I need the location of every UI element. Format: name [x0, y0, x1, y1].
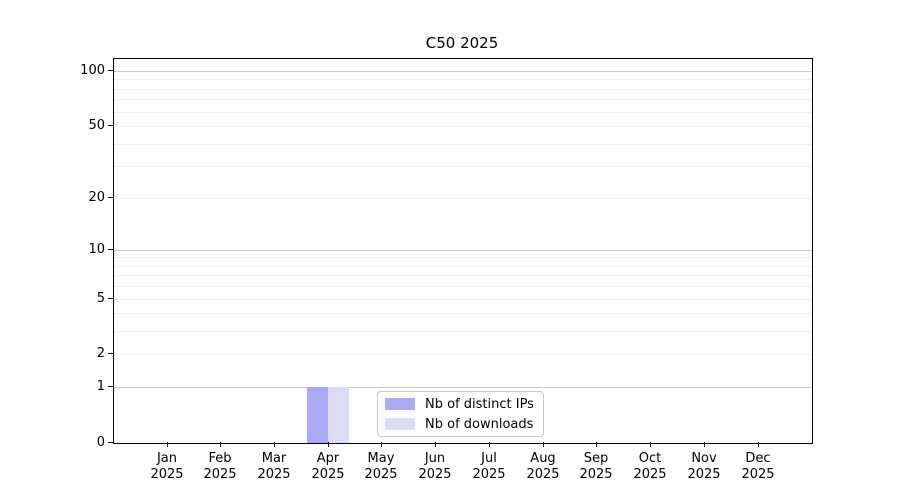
- x-tick-label-oct: Oct 2025: [610, 451, 690, 483]
- x-tick-month: Sep: [583, 451, 609, 466]
- gridline-major: [114, 70, 812, 72]
- gridline-major: [114, 387, 812, 389]
- y-tick-mark: [108, 353, 113, 354]
- gridline-minor: [114, 166, 812, 168]
- x-tick-mark: [435, 442, 436, 447]
- x-tick-month: Aug: [530, 451, 556, 466]
- legend-label-distinct-ips: Nb of distinct IPs: [425, 396, 534, 412]
- gridline-minor: [114, 286, 812, 288]
- x-tick-month: Jun: [424, 451, 446, 466]
- y-tick-label: 1: [96, 379, 105, 394]
- legend-item-downloads: Nb of downloads: [385, 417, 535, 432]
- legend-swatch-downloads-icon: [385, 418, 415, 430]
- x-tick-year: 2025: [418, 467, 452, 482]
- x-tick-month: May: [367, 451, 395, 466]
- x-tick-mark: [543, 442, 544, 447]
- y-tick-mark: [108, 442, 113, 443]
- gridline-major: [114, 249, 812, 251]
- chart-title: C50 2025: [425, 34, 499, 52]
- y-tick-mark: [108, 249, 113, 250]
- x-tick-mark: [328, 442, 329, 447]
- x-tick-year: 2025: [203, 467, 237, 482]
- x-tick-mark: [650, 442, 651, 447]
- x-tick-mark: [381, 442, 382, 447]
- bar-distinct-ips-apr: [306, 387, 328, 443]
- x-tick-mark: [704, 442, 705, 447]
- x-tick-year: 2025: [526, 467, 560, 482]
- x-tick-year: 2025: [472, 467, 506, 482]
- x-tick-month: Nov: [691, 451, 717, 466]
- gridline-minor: [114, 265, 812, 267]
- x-tick-label-apr: Apr 2025: [288, 451, 368, 483]
- y-tick-mark: [108, 386, 113, 387]
- x-tick-month: Feb: [208, 451, 232, 466]
- gridline-minor: [114, 143, 812, 145]
- gridline-minor: [114, 313, 812, 315]
- x-tick-year: 2025: [364, 467, 398, 482]
- x-tick-label-jul: Jul 2025: [449, 451, 529, 483]
- x-tick-month: Dec: [745, 451, 771, 466]
- x-tick-mark: [758, 442, 759, 447]
- legend-swatch-distinct-ips-icon: [385, 398, 415, 410]
- gridline-minor: [114, 197, 812, 199]
- x-tick-month: Jul: [481, 451, 497, 466]
- x-tick-label-jun: Jun 2025: [395, 451, 475, 483]
- x-tick-label-dec: Dec 2025: [718, 451, 798, 483]
- y-tick-label: 0: [96, 435, 105, 450]
- y-tick-label: 5: [96, 291, 105, 306]
- x-tick-label-mar: Mar 2025: [234, 451, 314, 483]
- x-tick-year: 2025: [257, 467, 291, 482]
- gridline-minor: [114, 79, 812, 81]
- x-tick-mark: [220, 442, 221, 447]
- y-tick-label: 2: [96, 346, 105, 361]
- legend: Nb of distinct IPs Nb of downloads: [377, 391, 544, 437]
- x-tick-label-jan: Jan 2025: [127, 451, 207, 483]
- x-tick-year: 2025: [311, 467, 345, 482]
- y-tick-label: 20: [88, 190, 105, 205]
- x-tick-mark: [274, 442, 275, 447]
- gridline-minor: [114, 125, 812, 127]
- x-tick-label-feb: Feb 2025: [180, 451, 260, 483]
- gridline-minor: [114, 88, 812, 90]
- x-tick-mark: [596, 442, 597, 447]
- gridline-minor: [114, 275, 812, 277]
- gridline-minor: [114, 354, 812, 356]
- legend-item-distinct-ips: Nb of distinct IPs: [385, 397, 535, 412]
- y-tick-mark: [108, 70, 113, 71]
- x-tick-month: Apr: [316, 451, 340, 466]
- x-tick-year: 2025: [633, 467, 667, 482]
- x-tick-year: 2025: [579, 467, 613, 482]
- x-tick-month: Jan: [156, 451, 178, 466]
- y-tick-mark: [108, 125, 113, 126]
- gridline-minor: [114, 257, 812, 259]
- x-tick-mark: [167, 442, 168, 447]
- y-tick-mark: [108, 197, 113, 198]
- x-tick-month: Oct: [638, 451, 662, 466]
- y-tick-label: 10: [88, 242, 105, 257]
- x-tick-label-may: May 2025: [341, 451, 421, 483]
- x-tick-month: Mar: [261, 451, 287, 466]
- x-tick-year: 2025: [687, 467, 721, 482]
- gridline-minor: [114, 99, 812, 101]
- plot-area: [113, 58, 813, 444]
- x-tick-label-nov: Nov 2025: [664, 451, 744, 483]
- x-tick-year: 2025: [741, 467, 775, 482]
- x-tick-label-sep: Sep 2025: [556, 451, 636, 483]
- y-tick-mark: [108, 298, 113, 299]
- gridline-minor: [114, 298, 812, 300]
- bar-downloads-apr: [327, 387, 349, 443]
- x-tick-mark: [489, 442, 490, 447]
- y-tick-label: 100: [80, 63, 105, 78]
- legend-label-downloads: Nb of downloads: [425, 416, 534, 432]
- x-tick-year: 2025: [150, 467, 184, 482]
- y-tick-label: 50: [88, 118, 105, 133]
- gridline-minor: [114, 111, 812, 113]
- x-tick-label-aug: Aug 2025: [503, 451, 583, 483]
- gridline-minor: [114, 331, 812, 333]
